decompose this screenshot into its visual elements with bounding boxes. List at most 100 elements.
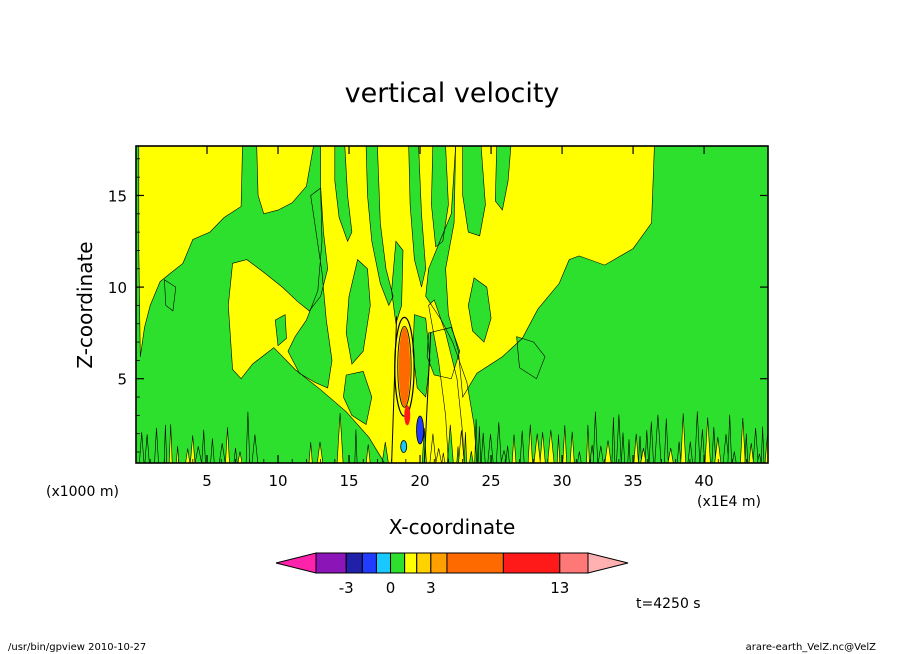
contour-spike (336, 413, 344, 463)
contour-spike (245, 411, 251, 463)
colorbar-tick-label: -3 (339, 579, 354, 597)
contour-spike (714, 437, 722, 463)
contour-spike (168, 424, 173, 463)
contour-line (431, 146, 449, 248)
contour-region-positive (445, 146, 655, 397)
contour-spike (620, 432, 626, 463)
contour-spike (527, 424, 533, 463)
colorbar-tick-label: 13 (550, 579, 569, 597)
contour-line (334, 146, 353, 243)
colorbar-tick-label: 3 (426, 579, 436, 597)
contour-spike (648, 421, 654, 463)
contour-spike (640, 448, 647, 463)
contour-line (138, 146, 243, 357)
contour-spike (201, 429, 206, 463)
x-tick-label: 20 (410, 472, 429, 490)
contour-line (274, 314, 287, 347)
contour-spike (638, 435, 642, 463)
contour-line (343, 371, 373, 425)
contour-spike (511, 434, 517, 463)
contour-spike (495, 422, 502, 463)
contour-region-green (412, 314, 430, 397)
contour-spike (633, 433, 639, 463)
colorbar-segment (416, 552, 432, 574)
contour-spike (604, 440, 612, 463)
contour-region-green (288, 188, 332, 388)
x-axis-ticks: 5 10 15 20 25 30 35 40 (149, 146, 762, 490)
contour-spike (616, 414, 622, 463)
contour-line (462, 146, 486, 237)
contour-region-green (462, 146, 486, 236)
colorbar-segment (559, 552, 589, 574)
colorbar-segment (502, 552, 561, 574)
contour-spike (722, 434, 730, 463)
contour-spike (225, 427, 230, 463)
contour-spike (533, 433, 541, 463)
contour-region-green (431, 146, 449, 247)
contour-region-updraft (398, 327, 411, 407)
contour-spike (487, 433, 494, 463)
contour-region-green (495, 146, 511, 211)
contour-regions (138, 146, 655, 463)
contour-spike (748, 443, 754, 463)
x-tick-label: 10 (268, 472, 287, 490)
colorbar-segment (430, 552, 448, 574)
colorbar-tick-labels: -3 0 3 13 (339, 579, 570, 597)
contour-spike (569, 431, 575, 463)
x-tick-label: 40 (695, 472, 714, 490)
contour-region-green (408, 146, 426, 288)
x-unit-label: (x1E4 m) (697, 494, 761, 510)
contour-line (494, 146, 512, 211)
contour-spike (756, 453, 762, 463)
contour-spike (740, 417, 746, 463)
contour-line (516, 336, 546, 380)
contour-region-positive (138, 146, 243, 357)
contour-line (345, 259, 371, 365)
colorbar-segment (404, 552, 418, 574)
chart-title: vertical velocity (345, 78, 560, 109)
contour-spike (676, 441, 682, 463)
contour-spike (144, 434, 150, 463)
plot-area (136, 146, 768, 463)
time-label: t=4250 s (636, 596, 701, 612)
contour-region-positive (256, 146, 314, 214)
contour-spike (680, 413, 687, 463)
contour-spike (687, 441, 693, 463)
contour-spike (441, 452, 446, 463)
contour-line (256, 146, 314, 215)
contour-spike (644, 430, 649, 463)
contour-spike (711, 426, 717, 463)
contour-spike (760, 426, 765, 463)
contour-line (227, 146, 478, 463)
colorbar-segment (315, 552, 347, 574)
contour-spike (539, 431, 546, 463)
contour-spike (505, 445, 510, 463)
contour-spike (586, 424, 590, 463)
x-axis-label: X-coordinate (389, 515, 516, 539)
contour-line (408, 146, 427, 288)
contour-spike (592, 411, 599, 463)
contour-spike (194, 446, 202, 463)
y-tick-label: 5 (117, 371, 127, 389)
contour-spike (365, 444, 371, 463)
contour-ring (397, 325, 412, 408)
contour-spike (308, 442, 313, 463)
colorbar-segment (390, 552, 406, 574)
contour-line (287, 187, 333, 389)
contour-spike (597, 445, 604, 463)
contour-spikes (139, 411, 768, 463)
contour-region-green (334, 146, 352, 242)
contour-spike (611, 417, 616, 463)
contour-line (365, 146, 394, 307)
contour-region-green (391, 241, 403, 324)
contour-line (445, 146, 655, 398)
contour-region-green (516, 336, 545, 379)
contour-spike (218, 443, 226, 463)
colorbar-segment (375, 552, 392, 574)
contour-spike (654, 414, 662, 463)
colorbar-segment (446, 552, 504, 574)
contour-line (391, 240, 404, 324)
contour-spike (251, 434, 259, 463)
contour-region-green (346, 259, 371, 365)
